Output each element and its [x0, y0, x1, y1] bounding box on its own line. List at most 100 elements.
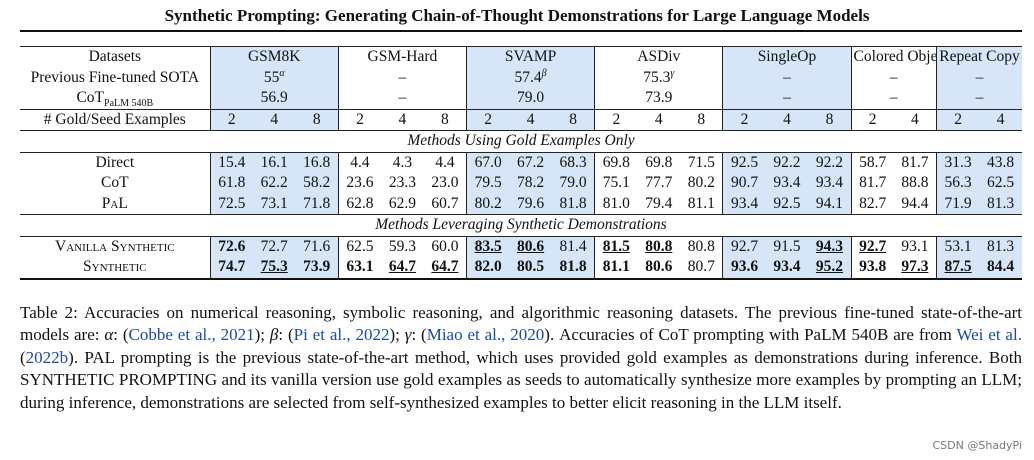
seed-count: 2 [722, 108, 766, 131]
accuracy-value: 81.3 [987, 237, 1015, 255]
accuracy-value: 88.8 [901, 174, 929, 192]
accuracy-value: 79.6 [517, 194, 545, 212]
accuracy-cell: 71.6 [295, 236, 339, 257]
accuracy-value: 91.5 [773, 237, 801, 255]
accuracy-cell: 80.2 [680, 173, 724, 194]
accuracy-value: 72.6 [218, 237, 246, 255]
accuracy-cell: 77.7 [637, 173, 680, 194]
sota-label: Previous Fine-tuned SOTA [20, 67, 211, 88]
accuracy-value: 64.7 [388, 258, 416, 276]
sota-superscript: β [541, 67, 547, 79]
cot-palm-value: – [851, 88, 938, 109]
accuracy-value: 81.4 [559, 237, 587, 255]
accuracy-value: 79.5 [474, 174, 502, 192]
method-row: Synthetic 74.7 75.3 73.9 63.1 64.7 64.7 82.0 80.… [20, 257, 1022, 280]
accuracy-value: 4.4 [435, 153, 455, 171]
accuracy-cell: 81.7 [893, 152, 937, 173]
accuracy-value: 62.9 [388, 194, 416, 212]
accuracy-value: 53.1 [944, 237, 972, 255]
accuracy-cell: 94.4 [893, 193, 937, 215]
sota-value: 75.3γ [594, 67, 724, 88]
accuracy-cell: 73.9 [295, 257, 339, 280]
seed-count: 4 [381, 108, 424, 131]
cot-palm-value: 56.9 [210, 88, 339, 109]
sota-value: – [338, 67, 468, 88]
accuracy-cell: 93.4 [765, 173, 809, 194]
citation-wei-year[interactable]: 2022b [25, 347, 69, 367]
citation-miao[interactable]: Miao et al., 2020 [426, 325, 545, 345]
cot-palm-value: – [936, 88, 1022, 109]
accuracy-cell: 78.2 [509, 173, 552, 194]
accuracy-value: 64.7 [431, 258, 459, 276]
cot-palm-value: – [338, 88, 468, 109]
accuracy-value: 72.7 [260, 237, 288, 255]
accuracy-cell: 82.7 [851, 194, 894, 215]
accuracy-cell: 64.7 [381, 257, 424, 280]
seed-count: 4 [252, 108, 296, 131]
sota-number: 57.4 [514, 68, 542, 86]
top-rule [20, 30, 1022, 32]
method-name: Synthetic [20, 257, 211, 280]
accuracy-value: 60.0 [431, 237, 459, 255]
accuracy-cell: 69.8 [595, 152, 638, 173]
accuracy-value: 81.8 [559, 258, 587, 276]
sota-number: – [783, 68, 791, 86]
sota-number: 75.3 [643, 68, 671, 86]
accuracy-cell: 71.5 [680, 152, 724, 173]
sota-superscript: γ [670, 67, 675, 79]
accuracy-value: 90.7 [730, 174, 759, 192]
accuracy-value: 23.3 [388, 174, 416, 192]
accuracy-cell: 81.1 [680, 193, 724, 215]
accuracy-value: 93.1 [901, 237, 929, 255]
accuracy-cell: 92.5 [722, 152, 766, 173]
method-row: CoT 61.8 62.2 58.2 23.6 23.3 23.0 79.5 78.2 79.0 7… [20, 173, 1022, 194]
datasets-header: Datasets [20, 46, 211, 68]
accuracy-value: 77.7 [645, 174, 673, 192]
accuracy-cell: 62.8 [338, 194, 381, 215]
accuracy-value: 23.0 [431, 174, 459, 192]
sota-value: – [936, 67, 1022, 88]
accuracy-cell: 72.7 [252, 236, 296, 257]
accuracy-cell: 56.3 [936, 173, 980, 194]
accuracy-cell: 81.4 [551, 236, 596, 257]
citation-pi[interactable]: Pi et al., 2022 [293, 325, 390, 345]
method-name: Vanilla Synthetic [20, 236, 211, 257]
cot-palm-value: 73.9 [594, 88, 724, 109]
accuracy-value: 93.4 [773, 258, 801, 276]
dataset-header: GSM8K [210, 46, 339, 68]
accuracy-value: 97.3 [901, 258, 929, 276]
accuracy-cell: 93.4 [765, 257, 809, 280]
accuracy-cell: 81.1 [594, 257, 638, 280]
dataset-header: Repeat Copy [936, 46, 1022, 68]
accuracy-cell: 23.0 [423, 173, 468, 194]
cot-label-main: CoT [76, 89, 105, 107]
accuracy-value: 56.3 [944, 174, 972, 192]
citation-cobbe[interactable]: Cobbe et al., 2021 [128, 325, 255, 345]
citation-wei-author[interactable]: Wei et al. [956, 325, 1022, 345]
section-gold: Methods Using Gold Examples Only [20, 130, 1022, 153]
accuracy-cell: 79.6 [509, 193, 552, 215]
accuracy-value: 61.8 [218, 174, 246, 192]
accuracy-cell: 4.3 [381, 152, 424, 173]
accuracy-cell: 81.3 [979, 193, 1022, 215]
seed-count: 4 [893, 108, 937, 131]
seed-count: 4 [509, 108, 552, 131]
dataset-header: ASDiv [594, 46, 724, 68]
accuracy-value: 93.4 [773, 174, 801, 192]
accuracy-cell: 80.8 [637, 236, 680, 257]
sota-number: – [398, 68, 407, 86]
section-gold-row: Methods Using Gold Examples Only [20, 130, 1022, 153]
accuracy-cell: 83.5 [466, 236, 510, 257]
accuracy-value: 43.8 [987, 153, 1015, 171]
accuracy-cell: 88.8 [893, 173, 937, 194]
accuracy-value: 94.1 [815, 194, 843, 212]
accuracy-cell: 92.7 [722, 236, 766, 257]
accuracy-cell: 93.8 [851, 257, 894, 280]
paper-title: Synthetic Prompting: Generating Chain-of… [164, 6, 870, 25]
accuracy-cell: 16.8 [295, 152, 339, 173]
accuracy-value: 79.0 [559, 174, 587, 192]
method-row: PaL 72.5 73.1 71.8 62.8 62.9 60.7 80.2 79.6 81.8 8… [20, 193, 1022, 215]
accuracy-value: 80.6 [645, 258, 673, 276]
accuracy-cell: 80.2 [466, 193, 510, 215]
accuracy-cell: 92.2 [765, 152, 809, 173]
